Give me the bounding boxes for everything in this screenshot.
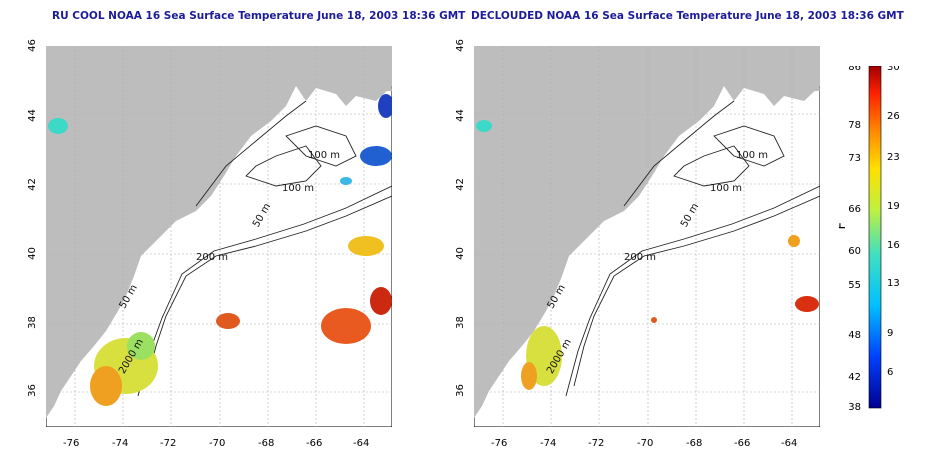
lon-tick--70-left: -70 xyxy=(209,438,226,449)
lat-tick-38-left: 38 xyxy=(26,316,38,329)
lat-tick-40-left: 40 xyxy=(26,247,38,260)
colorbar-c-16: 16 xyxy=(887,240,900,251)
lon-tick--66-left: -66 xyxy=(306,438,323,449)
contour-label-100m-b: 100 m xyxy=(282,183,314,194)
colorbar-c-13: 13 xyxy=(887,278,900,289)
lat-tick-46-left: 46 xyxy=(26,39,38,52)
colorbar-f-73: 73 xyxy=(848,153,861,164)
contour-label-100m-b-right: 100 m xyxy=(710,183,742,194)
temperature-colorbar: 86 78 73 66 60 55 48 42 38 30 26 23 19 1… xyxy=(834,62,949,416)
lon-tick--72-right: -72 xyxy=(588,438,605,449)
colorbar-f-unit: °F xyxy=(839,222,849,236)
lat-tick-36-right: 36 xyxy=(454,384,466,397)
colorbar-f-78: 78 xyxy=(848,120,861,131)
colorbar-f-66: 66 xyxy=(848,204,861,215)
colorbar-c-6: 6 xyxy=(887,367,893,378)
colorbar-f-42: 42 xyxy=(848,372,861,383)
ru-cool-sst-map: 100 m 100 m 50 m 200 m 50 m 2000 m xyxy=(45,45,394,428)
lat-tick-42-left: 42 xyxy=(26,178,38,191)
colorbar-c-26: 26 xyxy=(887,111,900,122)
contour-label-100m-a-right: 100 m xyxy=(736,150,768,161)
colorbar-c-19: 19 xyxy=(887,201,900,212)
lat-tick-36-left: 36 xyxy=(26,384,38,397)
lon-tick--76-left: -76 xyxy=(63,438,80,449)
lon-tick--64-left: -64 xyxy=(353,438,370,449)
contour-label-200m: 200 m xyxy=(196,252,228,263)
lon-tick--68-right: -68 xyxy=(686,438,703,449)
declouded-sst-map: 100 m 100 m 50 m 200 m 50 m 2000 m xyxy=(473,45,821,428)
contour-label-200m-right: 200 m xyxy=(624,252,656,263)
colorbar-f-86: 86 xyxy=(848,66,861,73)
lon-tick--72-left: -72 xyxy=(160,438,177,449)
colorbar-c-30: 30 xyxy=(887,66,900,73)
lon-tick--68-left: -68 xyxy=(258,438,275,449)
lon-tick--64-right: -64 xyxy=(781,438,798,449)
colorbar-f-60: 60 xyxy=(848,246,861,257)
lat-tick-42-right: 42 xyxy=(454,178,466,191)
colorbar-c-9: 9 xyxy=(887,328,893,339)
lon-tick--70-right: -70 xyxy=(637,438,654,449)
lon-tick--74-left: -74 xyxy=(112,438,129,449)
lat-tick-44-left: 44 xyxy=(26,109,38,122)
lat-tick-44-right: 44 xyxy=(454,109,466,122)
left-panel-title: RU COOL NOAA 16 Sea Surface Temperature … xyxy=(52,10,466,22)
contour-label-100m-a: 100 m xyxy=(308,150,340,161)
right-panel-title: DECLOUDED NOAA 16 Sea Surface Temperatur… xyxy=(471,10,904,22)
lat-tick-40-right: 40 xyxy=(454,247,466,260)
colorbar-f-55: 55 xyxy=(848,280,861,291)
lat-tick-38-right: 38 xyxy=(454,316,466,329)
lon-tick--76-right: -76 xyxy=(491,438,508,449)
lon-tick--74-right: -74 xyxy=(540,438,557,449)
lon-tick--66-right: -66 xyxy=(734,438,751,449)
coastline-land xyxy=(46,46,392,418)
lat-tick-46-right: 46 xyxy=(454,39,466,52)
colorbar-f-48: 48 xyxy=(848,330,861,341)
colorbar-f-38: 38 xyxy=(848,402,861,413)
colorbar-c-23: 23 xyxy=(887,152,900,163)
